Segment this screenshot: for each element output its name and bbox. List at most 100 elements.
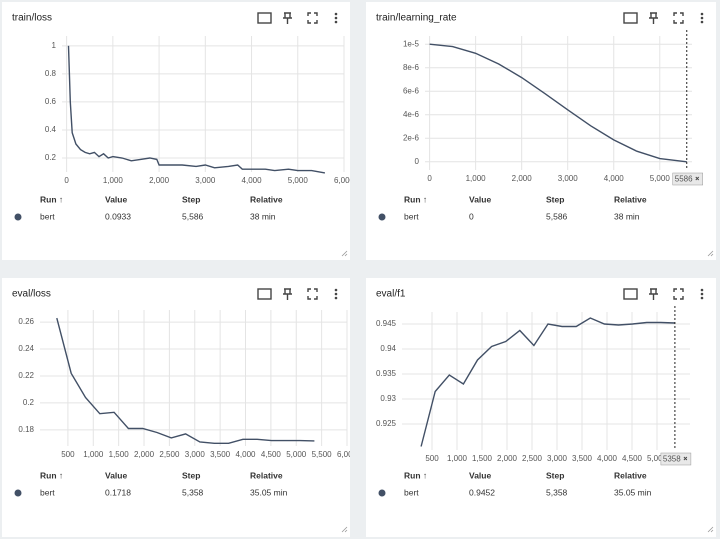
chart-card: train/learning_rate 0 2e-6 4e-6 6e-6 8e-6 1e-5… — [376, 12, 714, 257]
fullscreen-button[interactable] — [307, 12, 318, 24]
table-cell: 5,586 — [546, 211, 568, 221]
chart-title: eval/loss — [12, 289, 51, 300]
table-cell: 5,358 — [546, 487, 568, 497]
resize-handle[interactable] — [341, 526, 348, 533]
table-header: Run ↑ — [40, 194, 63, 204]
table-header: Step — [182, 470, 200, 480]
table-cell: bert — [40, 211, 55, 221]
cursor-label: 5358 — [663, 455, 681, 464]
more-button[interactable] — [334, 292, 338, 296]
fit-button[interactable] — [257, 288, 272, 300]
x-tick-label: 5,000 — [286, 450, 307, 459]
cursor-label: 5586 — [675, 175, 693, 184]
x-tick-label: 500 — [425, 454, 439, 463]
x-tick-label: 2,000 — [134, 450, 155, 459]
table-cell: bert — [404, 211, 419, 221]
x-tick-label: 5,000 — [650, 174, 671, 183]
y-tick-label: 8e-6 — [403, 63, 420, 72]
pin-button[interactable] — [283, 288, 292, 300]
table-header: Relative — [250, 194, 283, 204]
line — [420, 317, 675, 447]
table-cell: 38 min — [614, 211, 640, 221]
table-header: Value — [105, 470, 127, 480]
resize-handle[interactable] — [707, 250, 714, 257]
x-tick-label: 500 — [61, 450, 75, 459]
x-tick-label: 3,000 — [558, 174, 579, 183]
table-cell: 38 min — [250, 211, 276, 221]
table-cell: bert — [40, 487, 55, 497]
fullscreen-button[interactable] — [673, 288, 684, 300]
cursor-close[interactable] — [683, 456, 688, 461]
pin-button[interactable] — [649, 288, 658, 300]
x-tick-label: 0 — [427, 174, 432, 183]
x-tick-label: 4,000 — [235, 450, 256, 459]
y-tick-label: 4e-6 — [403, 110, 420, 119]
table-cell: 35.05 min — [614, 487, 652, 497]
chart-card: train/loss 0.2 0.4 0.6 0.8 1 0 1,000 2,000 3,000 4… — [12, 12, 355, 257]
fit-button[interactable] — [623, 12, 638, 24]
card — [366, 2, 716, 260]
more-button[interactable] — [700, 296, 704, 300]
x-tick-label: 1,000 — [447, 454, 468, 463]
x-tick-label: 5,500 — [312, 450, 333, 459]
resize-handle[interactable] — [707, 526, 714, 533]
table-cell: 0 — [469, 211, 474, 221]
pin-button[interactable] — [649, 12, 658, 24]
card — [2, 2, 350, 260]
y-tick-label: 0.4 — [45, 125, 57, 134]
table-header: Value — [469, 194, 491, 204]
fit-button[interactable] — [623, 288, 638, 300]
table-header: Run ↑ — [404, 470, 427, 480]
x-tick-label: 3,500 — [572, 454, 593, 463]
more-button[interactable] — [700, 16, 704, 20]
more-button[interactable] — [334, 288, 338, 292]
y-tick-label: 2e-6 — [403, 133, 420, 142]
fullscreen-button[interactable] — [307, 288, 318, 300]
more-button[interactable] — [334, 20, 338, 24]
chart-title: train/loss — [12, 13, 52, 24]
more-button[interactable] — [334, 12, 338, 16]
x-tick-label: 6,000 — [334, 176, 355, 185]
resize-handle[interactable] — [341, 250, 348, 257]
card — [366, 278, 716, 537]
fit-button[interactable] — [257, 12, 272, 24]
more-button[interactable] — [700, 20, 704, 24]
x-tick-label: 2,500 — [522, 454, 543, 463]
cursor-box — [672, 172, 704, 186]
run-color — [14, 213, 22, 221]
x-tick-label: 3,000 — [195, 176, 216, 185]
y-tick-label: 0.6 — [45, 97, 57, 106]
more-button[interactable] — [334, 296, 338, 300]
table-header: Run ↑ — [40, 470, 63, 480]
table-header: Step — [546, 194, 564, 204]
line — [56, 317, 315, 444]
x-tick-label: 5,000 — [288, 176, 309, 185]
table-header: Value — [105, 194, 127, 204]
pin-button[interactable] — [283, 12, 292, 24]
table-cell: 5,586 — [182, 211, 204, 221]
chart-card: eval/f1 0.925 0.93 0.935 0.94 0.945 500 1,000 1,… — [376, 288, 714, 533]
table-header: Run ↑ — [404, 194, 427, 204]
more-button[interactable] — [700, 12, 704, 16]
more-button[interactable] — [700, 292, 704, 296]
y-tick-label: 0.945 — [376, 319, 397, 328]
cursor-close[interactable] — [695, 176, 700, 181]
fullscreen-button[interactable] — [673, 12, 684, 24]
y-tick-label: 0 — [415, 157, 420, 166]
x-tick-label: 4,000 — [597, 454, 618, 463]
more-button[interactable] — [700, 288, 704, 292]
y-tick-label: 0.925 — [376, 419, 397, 428]
x-tick-label: 3,500 — [210, 450, 231, 459]
line — [429, 43, 687, 163]
run-color — [14, 489, 22, 497]
x-tick-label: 4,000 — [604, 174, 625, 183]
table-header: Relative — [250, 470, 283, 480]
table-cell: 0.0933 — [105, 211, 131, 221]
y-tick-label: 0.93 — [380, 394, 396, 403]
more-button[interactable] — [334, 16, 338, 20]
y-tick-label: 0.8 — [45, 69, 57, 78]
table-header: Step — [546, 470, 564, 480]
run-color — [378, 489, 386, 497]
x-tick-label: 1,000 — [103, 176, 124, 185]
x-tick-label: 1,000 — [83, 450, 104, 459]
